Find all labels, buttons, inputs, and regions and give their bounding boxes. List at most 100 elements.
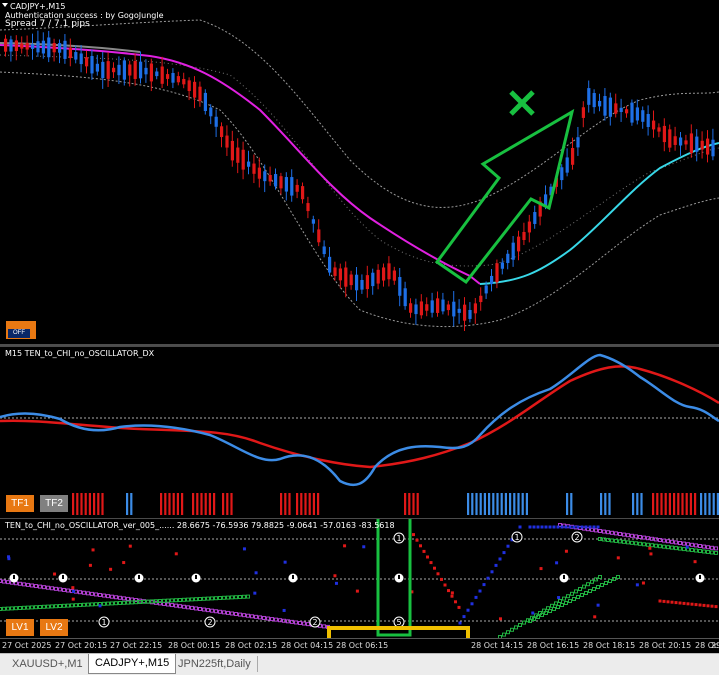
pane-separator[interactable] <box>0 344 719 346</box>
signal-bar <box>80 493 83 515</box>
purple-dot <box>250 614 254 619</box>
purple-dot <box>22 582 26 587</box>
bearish-candle <box>306 203 310 212</box>
bearish-candle <box>236 147 240 163</box>
green-dot <box>14 606 18 611</box>
green-dot <box>594 577 598 582</box>
bearish-candle <box>333 267 337 276</box>
green-dot <box>588 589 592 593</box>
green-dot <box>158 599 162 603</box>
green-dot <box>674 546 678 551</box>
scatter-dot <box>333 574 337 578</box>
bearish-candle <box>317 229 321 243</box>
signal-bar <box>677 493 680 515</box>
purple-dot <box>258 615 262 620</box>
green-dot <box>178 598 182 602</box>
lv1-button[interactable]: LV1 <box>6 619 34 636</box>
blue-dot <box>536 525 540 529</box>
green-dot <box>650 543 654 548</box>
green-dot <box>134 600 138 605</box>
green-dot <box>238 595 242 599</box>
tf1-button[interactable]: TF1 <box>6 495 34 512</box>
bullish-candle <box>274 174 278 187</box>
bullish-candle <box>90 56 94 74</box>
bullish-candle <box>263 171 267 182</box>
green-dot <box>234 595 238 600</box>
signal-bar <box>673 493 676 515</box>
purple-dot <box>174 603 178 608</box>
tab-cadjpy[interactable]: CADJPY+,M15 <box>88 654 177 674</box>
green-dot <box>182 597 186 602</box>
purple-dot <box>106 594 110 599</box>
signal-bar <box>664 493 667 515</box>
purple-dot <box>190 605 194 610</box>
green-dot <box>226 595 230 600</box>
blue-dot <box>584 525 588 529</box>
bullish-candle <box>398 277 402 296</box>
purple-dot <box>642 535 646 540</box>
bearish-candle <box>409 303 413 313</box>
off-button[interactable]: OFF <box>6 321 36 339</box>
green-dot <box>658 544 662 549</box>
bullish-candle <box>171 73 175 83</box>
green-dot <box>662 544 666 549</box>
time-label: 28 Oct 02:15 <box>225 641 278 650</box>
signal-bar <box>226 493 229 515</box>
blue-dot <box>568 525 572 529</box>
green-dot <box>502 632 506 637</box>
bullish-candle <box>203 92 207 112</box>
green-dot <box>614 538 618 543</box>
tf2-button[interactable]: TF2 <box>40 495 68 512</box>
bullish-candle <box>619 107 623 113</box>
red-dot <box>450 594 454 598</box>
blue-dot <box>592 525 596 529</box>
purple-dot <box>18 581 22 586</box>
bearish-candle <box>706 138 710 155</box>
time-label: 27 Oct 20:15 <box>55 641 108 650</box>
collapse-arrow-icon[interactable] <box>2 3 8 7</box>
green-dot <box>584 591 588 595</box>
numbered-marker-label: 2 <box>207 618 212 627</box>
chart-tab-bar: XAUUSD+,M1 CADJPY+,M15 JPN225ft,Daily <box>0 653 719 675</box>
oscillator-ver005-pane[interactable]: 1 2 2 1 5 1 2 TEN_to_CHI_no_OSCILLATOR_ver_005… <box>0 518 719 638</box>
bearish-candle <box>392 270 396 281</box>
bearish-candle <box>85 57 89 67</box>
blue-dot <box>466 608 470 612</box>
time-label: 28 Oct 18:15 <box>583 641 636 650</box>
red-dot <box>658 599 662 603</box>
blue-dot <box>556 525 560 529</box>
purple-dot <box>714 546 718 551</box>
time-label: 28 Oct 22:15 <box>695 641 719 650</box>
price-chart-pane[interactable]: CADJPY+,M15 Authentication success : by … <box>0 0 719 344</box>
bullish-candle <box>95 63 99 72</box>
bearish-candle <box>625 109 629 114</box>
tab-jpn225[interactable]: JPN225ft,Daily <box>172 656 258 672</box>
tab-xauusd[interactable]: XAUUSD+,M1 <box>6 656 90 672</box>
red-dot <box>678 601 682 605</box>
oscillator-dx-pane[interactable]: M15 TEN_to_CHI_no_OSCILLATOR_DX TF1 TF2 <box>0 346 719 518</box>
green-dot <box>596 585 600 589</box>
bullish-candle <box>117 64 121 76</box>
bearish-candle <box>241 149 245 170</box>
green-dot <box>622 539 626 544</box>
red-dot <box>686 602 690 606</box>
red-dot <box>429 561 433 565</box>
blue-dot <box>482 583 486 587</box>
green-dot <box>146 599 150 604</box>
bullish-candle <box>290 177 294 196</box>
lv2-button[interactable]: LV2 <box>40 619 68 636</box>
price-chart-canvas[interactable] <box>0 0 719 344</box>
signal-bar <box>126 493 129 515</box>
bearish-candle <box>436 298 440 313</box>
blue-dot <box>474 595 478 599</box>
red-dot <box>682 601 686 605</box>
bearish-candle <box>52 42 56 53</box>
scatter-dot <box>128 544 132 548</box>
bullish-candle <box>592 93 596 108</box>
signal-bar <box>467 493 470 515</box>
purple-dot <box>46 585 50 590</box>
green-dot <box>702 549 706 554</box>
bullish-candle <box>101 61 105 79</box>
green-dot <box>532 617 536 621</box>
green-dot <box>638 541 642 546</box>
